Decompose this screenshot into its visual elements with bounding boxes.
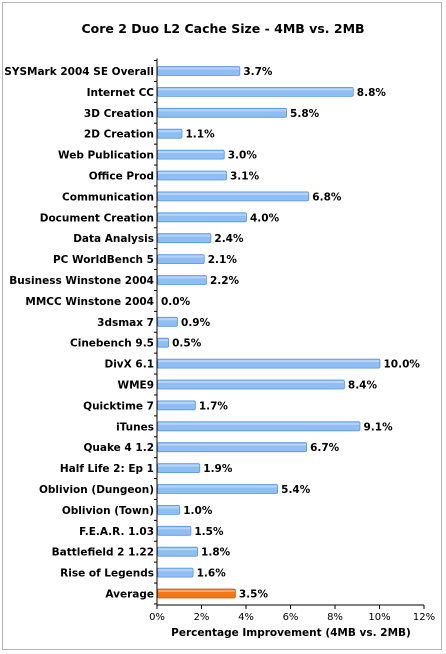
- category-label-quicktime-7: Quicktime 7: [83, 400, 154, 412]
- bar-shine-quicktime-7: [158, 401, 195, 404]
- value-label-pc-worldbench-5: 2.1%: [208, 254, 238, 266]
- x-axis-label: Percentage Improvement (4MB vs. 2MB): [171, 627, 411, 639]
- value-label-itunes: 9.1%: [363, 421, 393, 433]
- category-label-business-winstone-2004: Business Winstone 2004: [9, 275, 154, 287]
- category-label-internet-cc: Internet CC: [87, 87, 155, 99]
- bar-shine-oblivion-dungeon: [158, 485, 278, 488]
- bar-shine-document-creation: [158, 213, 246, 216]
- value-label-oblivion-dungeon: 5.4%: [281, 484, 311, 496]
- bar-shine-f-e-a-r-1-03: [158, 527, 191, 530]
- bar-shine-quake-4-1-2: [158, 443, 307, 446]
- category-label-battlefield-2-1-22: Battlefield 2 1.22: [52, 547, 154, 559]
- x-axis: 0% 2% 4% 6% 8% 10% 12%: [149, 58, 435, 623]
- category-label-sysmark-2004-se-overall: SYSMark 2004 SE Overall: [4, 66, 154, 78]
- value-label-business-winstone-2004: 2.2%: [210, 275, 240, 287]
- x-tick-label: 12%: [413, 612, 435, 623]
- value-label-web-publication: 3.0%: [228, 150, 258, 162]
- bar-shine-3d-creation: [158, 109, 287, 112]
- value-label-oblivion-town: 1.0%: [183, 505, 213, 517]
- chart-title: Core 2 Duo L2 Cache Size - 4MB vs. 2MB: [81, 21, 364, 36]
- value-label-3dsmax-7: 0.9%: [181, 317, 211, 329]
- category-label-wme9: WME9: [117, 380, 154, 392]
- bar-shine-rise-of-legends: [158, 569, 193, 572]
- bar-shine-business-winstone-2004: [158, 276, 206, 279]
- bar-shine-half-life-2-ep-1: [158, 464, 200, 467]
- value-labels: 3.7% 8.8% 5.8% 1.1% 3.0% 3.1% 6.8% 4.0% 2.4% 2.1%…: [161, 66, 420, 601]
- bar-shine-office-prod: [158, 172, 226, 174]
- category-label-itunes: iTunes: [116, 421, 154, 433]
- value-label-office-prod: 3.1%: [230, 171, 260, 183]
- category-label-2d-creation: 2D Creation: [84, 129, 154, 141]
- bar-shine-pc-worldbench-5: [158, 255, 204, 258]
- x-tick-label: 8%: [327, 612, 343, 623]
- value-label-f-e-a-r-1-03: 1.5%: [194, 526, 224, 538]
- category-label-f-e-a-r-1-03: F.E.A.R. 1.03: [79, 526, 154, 538]
- value-label-document-creation: 4.0%: [250, 212, 280, 224]
- category-label-rise-of-legends: Rise of Legends: [60, 568, 154, 580]
- value-label-3d-creation: 5.8%: [290, 108, 320, 120]
- value-label-cinebench-9-5: 0.5%: [172, 338, 202, 350]
- bar-shine-wme9: [158, 381, 344, 383]
- category-label-half-life-2-ep-1: Half Life 2: Ep 1: [60, 463, 154, 475]
- value-label-quicktime-7: 1.7%: [199, 400, 229, 412]
- value-label-half-life-2-ep-1: 1.9%: [203, 463, 233, 475]
- bar-shine-itunes: [158, 422, 360, 425]
- category-label-office-prod: Office Prod: [89, 171, 154, 183]
- category-label-average: Average: [105, 589, 154, 601]
- category-label-data-analysis: Data Analysis: [73, 233, 154, 245]
- category-label-pc-worldbench-5: PC WorldBench 5: [53, 254, 154, 266]
- value-label-internet-cc: 8.8%: [357, 87, 387, 99]
- category-label-quake-4-1-2: Quake 4 1.2: [83, 442, 154, 454]
- x-tick-label: 10%: [368, 612, 390, 623]
- bar-shine-average: [158, 590, 235, 592]
- category-label-oblivion-dungeon: Oblivion (Dungeon): [39, 484, 154, 496]
- category-label-web-publication: Web Publication: [58, 150, 154, 162]
- category-label-communication: Communication: [62, 191, 154, 203]
- bars-group: [157, 66, 381, 599]
- category-label-mmcc-winstone-2004: MMCC Winstone 2004: [25, 296, 154, 308]
- bar-shine-3dsmax-7: [158, 318, 178, 321]
- category-label-document-creation: Document Creation: [40, 212, 154, 224]
- bar-shine-data-analysis: [158, 234, 211, 237]
- value-label-wme9: 8.4%: [348, 380, 378, 392]
- bar-shine-battlefield-2-1-22: [158, 548, 198, 551]
- category-label-oblivion-town: Oblivion (Town): [62, 505, 154, 517]
- bar-shine-cinebench-9-5: [158, 339, 169, 342]
- bar-shine-oblivion-town: [158, 506, 180, 509]
- value-label-mmcc-winstone-2004: 0.0%: [161, 296, 191, 308]
- category-label-cinebench-9-5: Cinebench 9.5: [70, 338, 154, 350]
- bar-shine-sysmark-2004-se-overall: [158, 67, 240, 70]
- value-label-communication: 6.8%: [312, 191, 342, 203]
- x-tick-label: 0%: [149, 612, 165, 623]
- bar-shine-divx-6-1: [158, 360, 380, 363]
- bar-shine-internet-cc: [158, 88, 353, 91]
- bar-shine-2d-creation: [158, 130, 182, 133]
- value-label-quake-4-1-2: 6.7%: [310, 442, 340, 454]
- value-label-average: 3.5%: [239, 589, 269, 601]
- value-label-divx-6-1: 10.0%: [384, 359, 421, 371]
- bar-shine-communication: [158, 192, 309, 195]
- category-labels: SYSMark 2004 SE Overall Internet CC 3D Cre…: [4, 66, 154, 601]
- value-label-rise-of-legends: 1.6%: [197, 568, 227, 580]
- value-label-2d-creation: 1.1%: [185, 129, 215, 141]
- value-label-sysmark-2004-se-overall: 3.7%: [243, 66, 273, 78]
- x-tick-label: 4%: [238, 612, 254, 623]
- bar-shine-web-publication: [158, 151, 224, 154]
- x-tick-label: 6%: [283, 612, 299, 623]
- value-label-data-analysis: 2.4%: [214, 233, 244, 245]
- x-tick-label: 2%: [194, 612, 210, 623]
- category-label-3dsmax-7: 3dsmax 7: [97, 317, 154, 329]
- value-label-battlefield-2-1-22: 1.8%: [201, 547, 231, 559]
- category-label-3d-creation: 3D Creation: [84, 108, 154, 120]
- category-label-divx-6-1: DivX 6.1: [104, 359, 154, 371]
